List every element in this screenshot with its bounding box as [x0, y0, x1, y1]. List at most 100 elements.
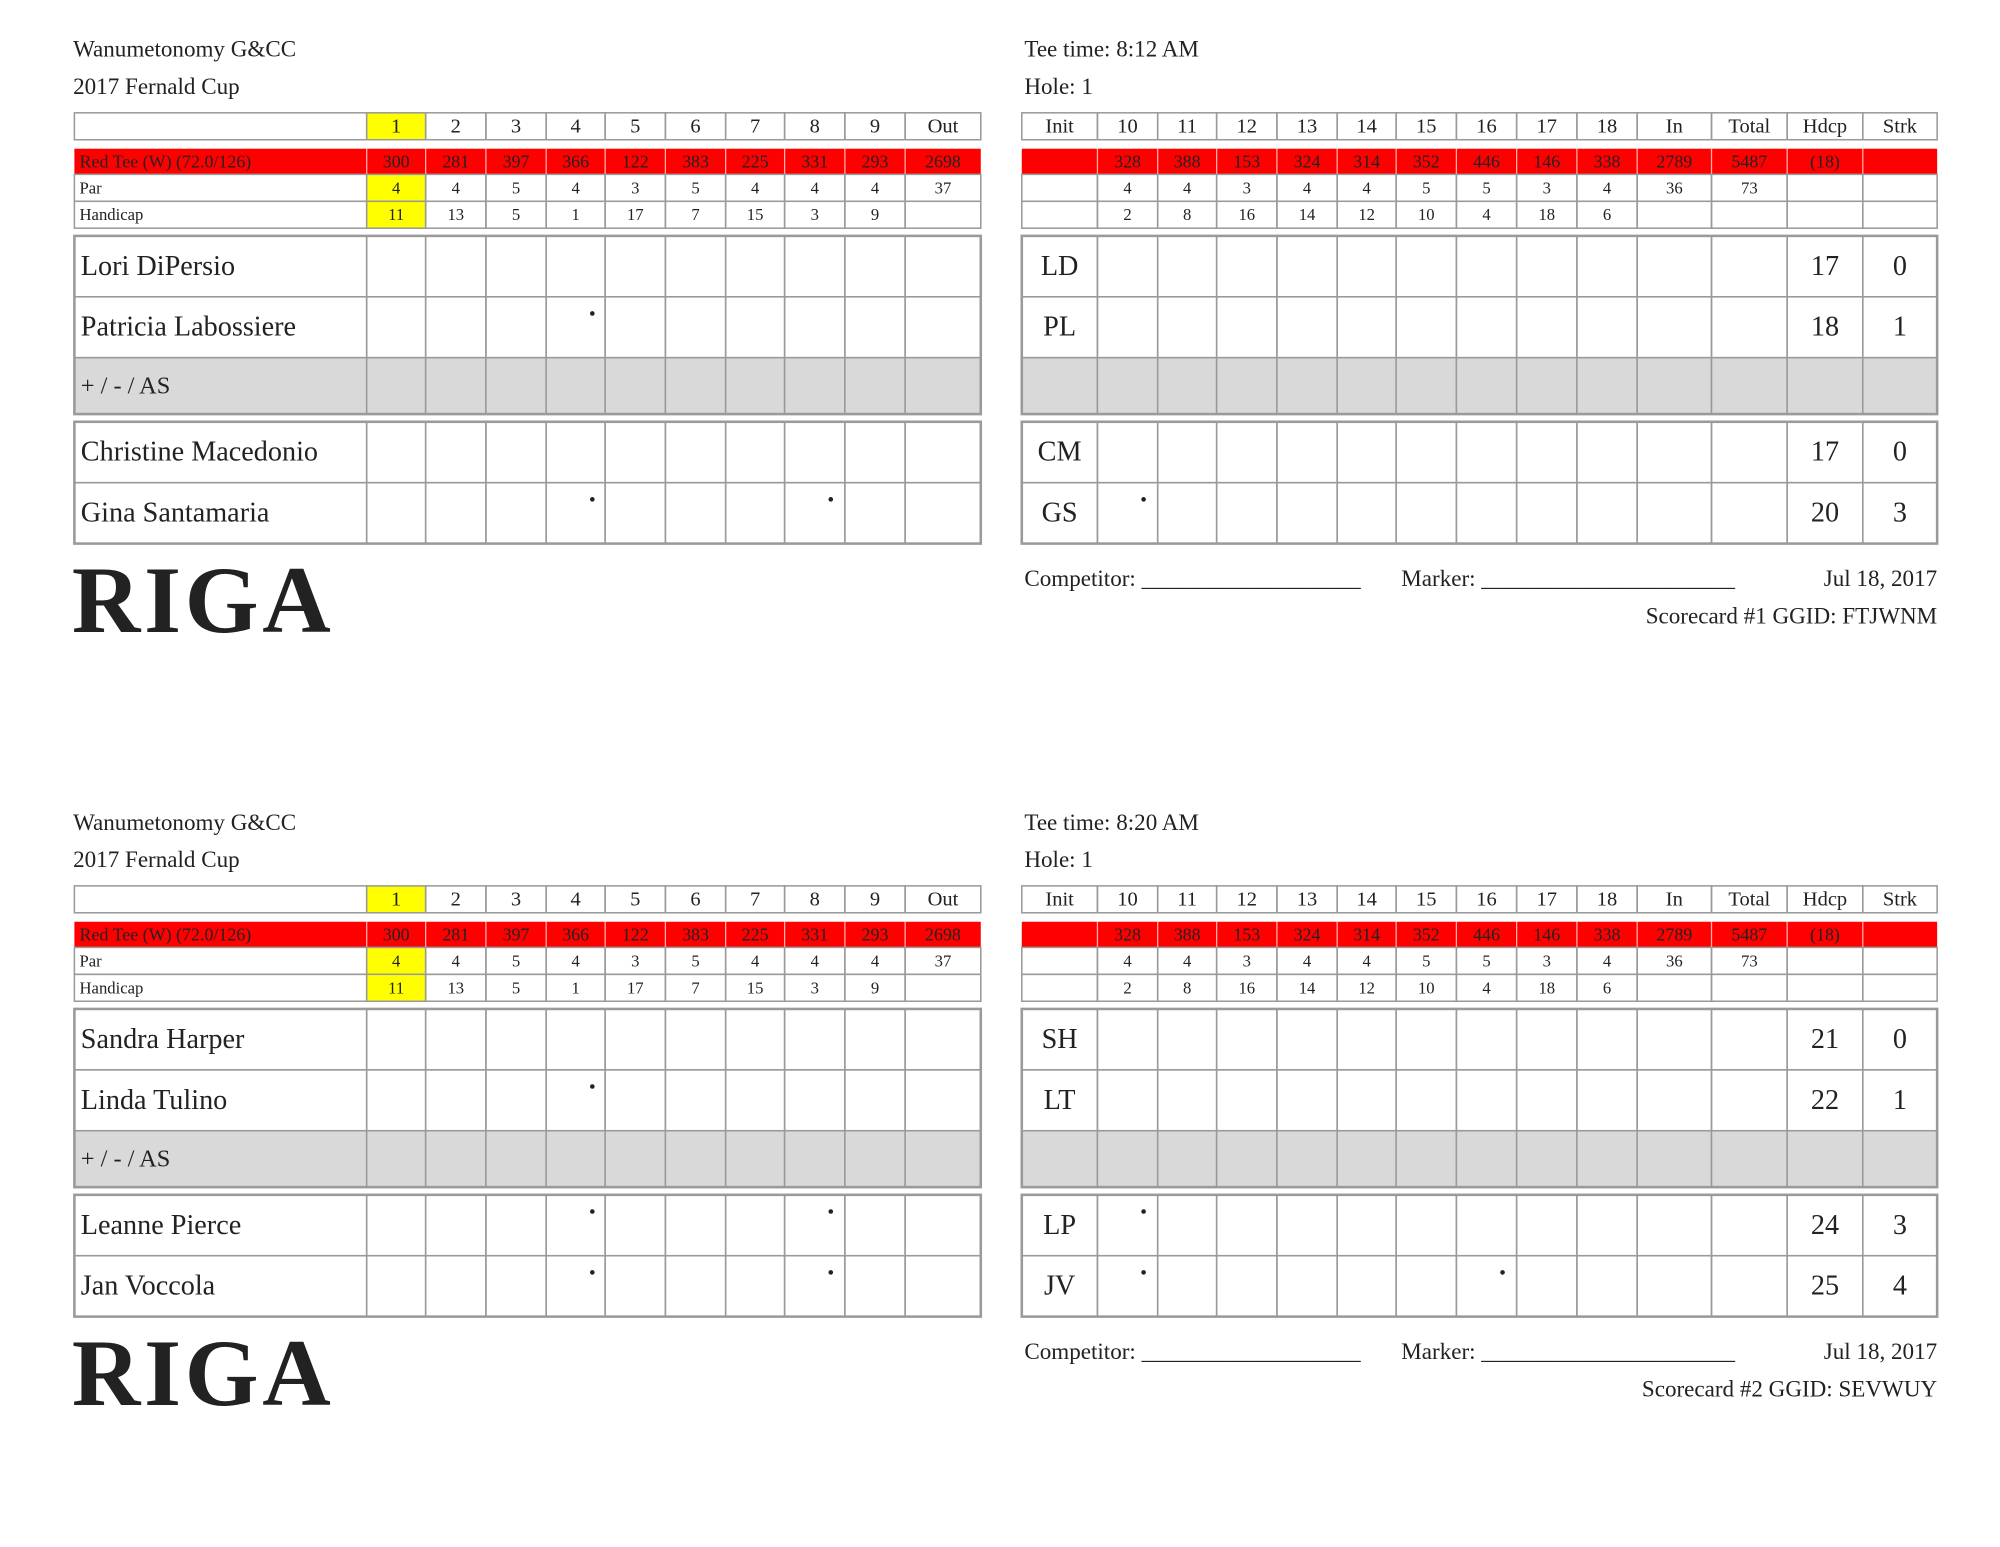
cell [783, 1254, 846, 1318]
yardage: 122 [622, 925, 649, 945]
par-value: 3 [1243, 951, 1251, 970]
cell [904, 1254, 982, 1318]
cell [844, 1008, 906, 1071]
handicap-value: 7 [691, 978, 699, 997]
stroke-dot [1141, 1209, 1146, 1214]
hole-number: 6 [690, 115, 700, 137]
yardage: 352 [1413, 925, 1440, 945]
cell [1021, 173, 1099, 203]
cell [724, 1129, 786, 1188]
cell [1021, 1129, 1099, 1188]
yardage: 225 [742, 925, 769, 945]
cell [424, 481, 487, 545]
stroke-dot [828, 1209, 834, 1214]
handicap-value: 9 [871, 978, 879, 997]
yardage: 153 [1233, 925, 1260, 945]
handicap-value: 8 [1183, 205, 1191, 224]
cell [1276, 296, 1338, 359]
cell [783, 481, 846, 545]
cell [1215, 1194, 1278, 1257]
player-handicap: 17 [1811, 437, 1839, 468]
par-value: 5 [691, 178, 699, 197]
cell [1276, 1069, 1338, 1132]
hole-number: 5 [630, 888, 640, 910]
cell [1096, 356, 1159, 415]
player-strokes: 1 [1893, 1085, 1907, 1116]
group-frame [73, 1193, 983, 1318]
par-value: 4 [871, 951, 880, 970]
cell [1515, 1008, 1578, 1071]
cell [485, 356, 547, 415]
cell [1576, 421, 1638, 484]
cell [1215, 421, 1278, 484]
par-value: 4 [392, 951, 401, 970]
cell [1156, 1129, 1218, 1188]
cell [724, 296, 786, 359]
par-value: 4 [571, 178, 580, 197]
cell [73, 356, 368, 415]
player-strokes: 0 [1893, 251, 1907, 282]
hole-number: 2 [451, 115, 461, 137]
group-frame [1020, 1007, 1939, 1189]
cell [844, 1194, 906, 1257]
cell [664, 481, 727, 545]
cell [1336, 1254, 1397, 1318]
group-frame [1020, 420, 1939, 545]
group-frame [73, 420, 983, 545]
par-value: 4 [1303, 178, 1312, 197]
cell [1576, 296, 1638, 359]
cell [1576, 1254, 1638, 1318]
cell [1710, 200, 1788, 229]
tee-name: Red Tee (W) (72.0/126) [80, 152, 252, 173]
cell [724, 235, 786, 298]
cell [424, 1194, 487, 1257]
column-header: 18 [1597, 888, 1617, 910]
cell [1156, 296, 1218, 359]
cell [604, 481, 667, 545]
yardage: 5487 [1731, 925, 1767, 945]
cell [1636, 296, 1713, 359]
cell [365, 885, 427, 914]
cell [365, 356, 427, 415]
cell [1515, 1254, 1578, 1318]
handicap-value: 8 [1183, 978, 1191, 997]
par-value: 4 [452, 951, 461, 970]
cell [1395, 356, 1458, 415]
start-hole: Hole: 1 [1024, 846, 1093, 872]
cell [424, 235, 487, 298]
date: Jul 18, 2017 [1824, 1338, 1937, 1364]
cell [1215, 235, 1278, 298]
cell [1710, 1129, 1788, 1188]
cell [424, 1129, 487, 1188]
player-initials: GS [1042, 498, 1078, 529]
start-hole: Hole: 1 [1024, 73, 1093, 99]
yardage: 300 [383, 152, 410, 172]
handicap-value: 5 [512, 978, 520, 997]
group-frame [73, 1007, 983, 1189]
cell [485, 235, 547, 298]
cell [424, 1008, 487, 1071]
cell [1096, 421, 1159, 484]
yardage: 2789 [1656, 152, 1692, 172]
column-header: 13 [1297, 115, 1318, 137]
cell [604, 1069, 667, 1132]
cell [664, 1008, 727, 1071]
cell [1336, 296, 1397, 359]
cell [783, 421, 846, 484]
cell [604, 421, 667, 484]
par-value: 73 [1741, 951, 1758, 970]
tee-row [74, 148, 981, 175]
par-value: 5 [691, 951, 699, 970]
cell [1395, 1254, 1458, 1318]
cell [664, 1254, 727, 1318]
hole-number: 8 [810, 115, 820, 137]
tee-row [74, 921, 981, 948]
hole-number: 5 [630, 115, 640, 137]
cell [664, 1194, 727, 1257]
cell [904, 200, 982, 229]
logo: RIGA [72, 1320, 331, 1426]
cell [1786, 1129, 1864, 1188]
yardage: 383 [682, 925, 709, 945]
cell [424, 1254, 487, 1318]
cell [904, 356, 982, 415]
